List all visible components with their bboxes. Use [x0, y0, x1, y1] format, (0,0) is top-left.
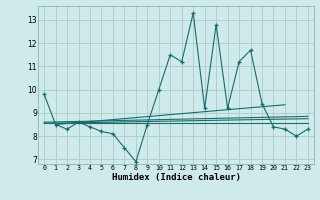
X-axis label: Humidex (Indice chaleur): Humidex (Indice chaleur): [111, 173, 241, 182]
